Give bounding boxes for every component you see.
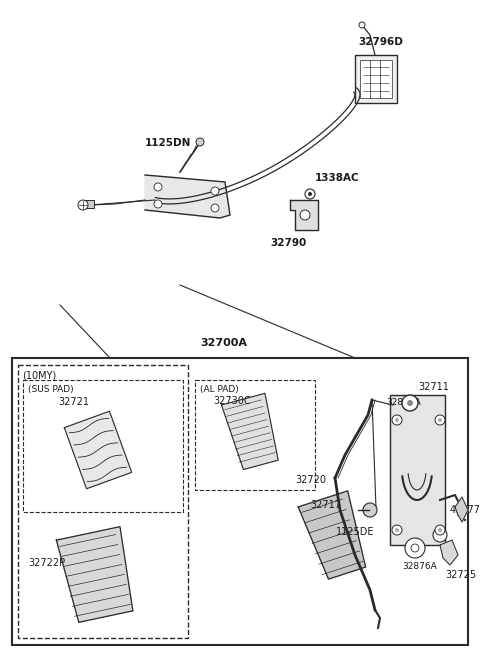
Circle shape <box>407 400 413 406</box>
Polygon shape <box>440 540 458 565</box>
Circle shape <box>433 528 447 542</box>
Circle shape <box>363 503 377 517</box>
Circle shape <box>438 418 442 422</box>
Text: 32700A: 32700A <box>200 338 247 348</box>
Polygon shape <box>64 411 132 489</box>
Circle shape <box>395 418 399 422</box>
Circle shape <box>154 200 162 208</box>
Circle shape <box>392 525 402 535</box>
Polygon shape <box>298 491 366 579</box>
Text: 43777B: 43777B <box>450 505 480 515</box>
Bar <box>12 358 468 645</box>
Polygon shape <box>145 175 230 218</box>
Text: 32721: 32721 <box>58 397 89 407</box>
Text: 32730C: 32730C <box>213 396 251 406</box>
Text: 32720: 32720 <box>295 475 326 485</box>
Text: 32722P: 32722P <box>28 558 65 568</box>
Circle shape <box>402 395 418 411</box>
Polygon shape <box>290 200 318 230</box>
Text: 32790: 32790 <box>270 238 306 248</box>
Circle shape <box>211 187 219 195</box>
Circle shape <box>211 204 219 212</box>
Bar <box>195 380 315 490</box>
Bar <box>18 365 188 638</box>
Circle shape <box>300 210 310 220</box>
Circle shape <box>435 525 445 535</box>
Bar <box>390 395 445 545</box>
Circle shape <box>392 415 402 425</box>
Circle shape <box>308 192 312 196</box>
Circle shape <box>405 538 425 558</box>
Bar <box>82 200 94 208</box>
Circle shape <box>411 544 419 552</box>
Polygon shape <box>56 527 133 623</box>
Circle shape <box>305 189 315 199</box>
Text: 32717: 32717 <box>310 500 341 510</box>
Polygon shape <box>221 394 278 470</box>
Text: 32711: 32711 <box>418 382 449 392</box>
Text: (10MY): (10MY) <box>22 370 56 380</box>
Text: 1125DN: 1125DN <box>145 138 192 148</box>
Circle shape <box>196 138 204 146</box>
Polygon shape <box>455 497 468 522</box>
Text: 32796D: 32796D <box>358 37 403 47</box>
Text: (AL PAD): (AL PAD) <box>200 385 239 394</box>
Bar <box>355 55 397 103</box>
Text: 1125DE: 1125DE <box>336 527 374 537</box>
Text: (SUS PAD): (SUS PAD) <box>28 385 73 394</box>
Circle shape <box>438 528 442 532</box>
Bar <box>23 380 183 512</box>
Text: 32876A: 32876A <box>386 398 421 407</box>
Text: 32876A: 32876A <box>402 562 437 571</box>
Text: 1338AC: 1338AC <box>315 173 360 183</box>
Circle shape <box>154 183 162 191</box>
Circle shape <box>78 200 88 210</box>
Circle shape <box>395 528 399 532</box>
Circle shape <box>435 415 445 425</box>
Circle shape <box>359 22 365 28</box>
Bar <box>360 60 392 98</box>
Text: 32725: 32725 <box>445 570 476 580</box>
